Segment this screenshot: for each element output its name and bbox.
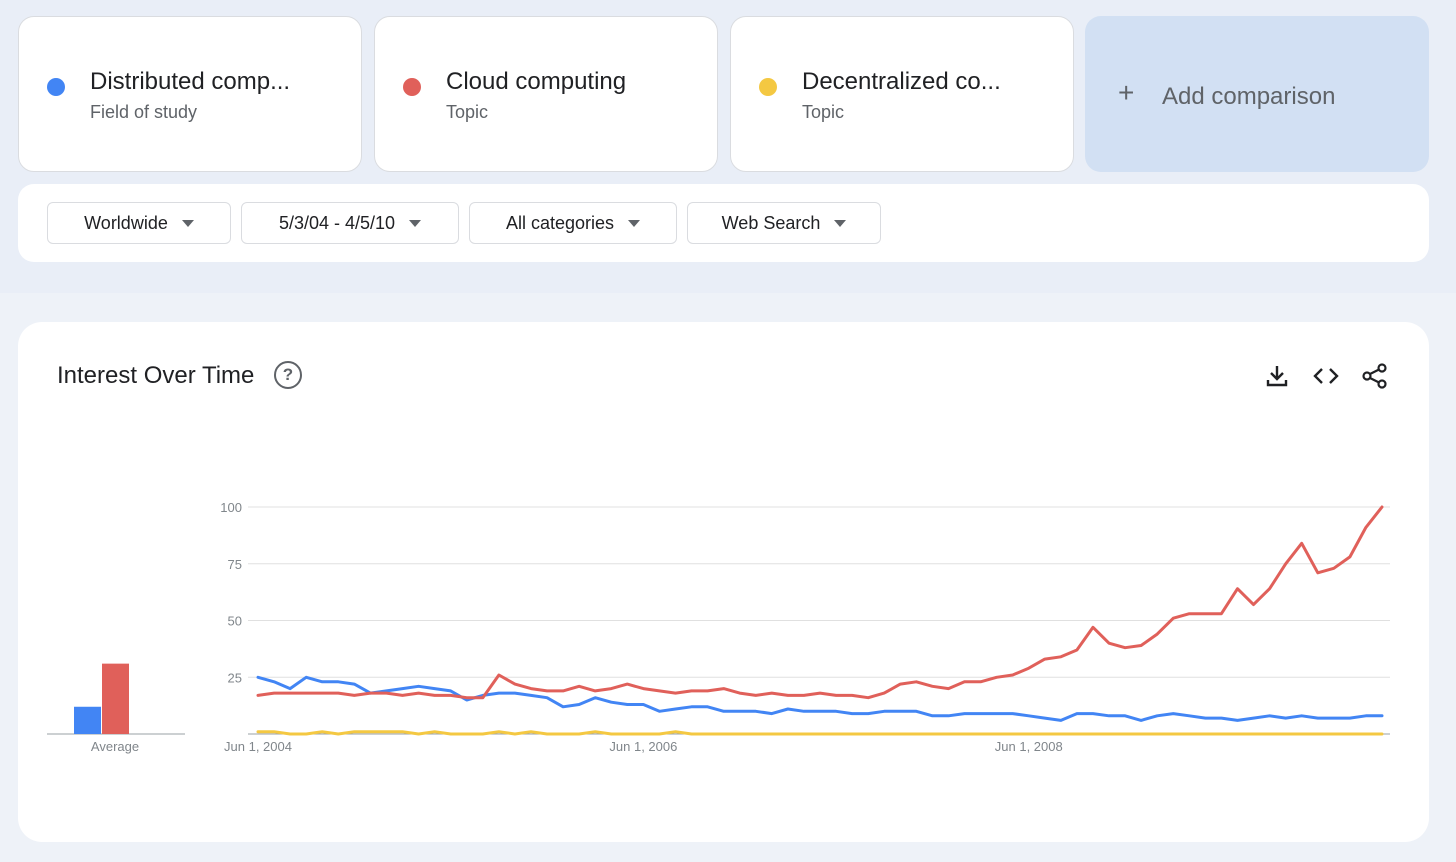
search-type-dropdown[interactable]: Web Search [687,202,881,244]
category-value: All categories [505,212,615,233]
series-color-dot [47,78,65,96]
region-dropdown[interactable]: Worldwide [47,202,231,244]
region-value: Worldwide [84,212,168,233]
caret-down-icon [409,219,422,227]
help-icon[interactable]: ? [274,361,302,389]
interest-over-time-card: Interest Over Time ? [18,322,1429,842]
embed-code-icon[interactable] [1312,362,1340,390]
series-color-dot [403,78,421,96]
term-name: Cloud computing [446,68,627,95]
term-type: Field of study [90,102,198,122]
caret-down-icon [834,219,847,227]
date-range-dropdown[interactable]: 5/3/04 - 4/5/10 [241,202,459,244]
plus-icon: + [1118,77,1135,108]
chart-title: Interest Over Time [57,362,255,389]
term-name: Decentralized co... [802,68,1001,95]
term-card-1[interactable]: Distributed comp... Field of study [18,16,362,172]
date-range-value: 5/3/04 - 4/5/10 [278,212,396,233]
add-comparison-button[interactable]: + Add comparison [1085,16,1429,172]
add-comparison-label: Add comparison [1162,83,1336,110]
term-type: Topic [446,102,489,122]
term-card-3[interactable]: Decentralized co... Topic [730,16,1074,172]
series-color-dot [759,78,777,96]
filter-bar: Worldwide 5/3/04 - 4/5/10 All categories… [18,184,1429,262]
term-type: Topic [802,102,845,122]
search-type-value: Web Search [721,212,821,233]
download-icon[interactable] [1263,362,1291,390]
term-card-2[interactable]: Cloud computing Topic [374,16,718,172]
term-name: Distributed comp... [90,68,291,95]
caret-down-icon [181,219,194,227]
category-dropdown[interactable]: All categories [469,202,677,244]
caret-down-icon [628,219,641,227]
share-icon[interactable] [1361,362,1389,390]
